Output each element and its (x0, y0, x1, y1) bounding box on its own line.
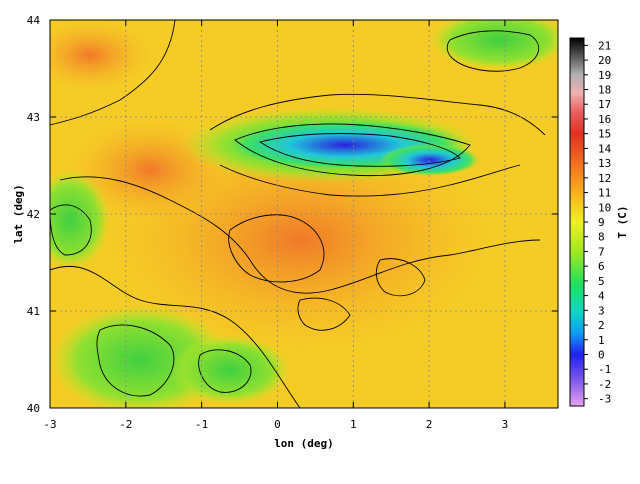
colorbar-tick-label: 1 (598, 334, 605, 347)
cool-west-edge (50, 170, 110, 270)
colorbar-tick-label: -1 (598, 363, 611, 376)
warm-north-west (50, 20, 150, 90)
colorbar-tick-label: 12 (598, 172, 611, 185)
colorbar-tick-label: 21 (598, 39, 611, 52)
contour-line (50, 265, 301, 408)
y-tick-label: 43 (27, 111, 40, 124)
x-tick-label: 3 (502, 418, 509, 431)
colorbar-tick-label: 0 (598, 348, 605, 361)
isotherm-contours (50, 20, 546, 408)
colorbar-tick-label: -2 (598, 378, 611, 391)
temperature-field (50, 20, 558, 408)
x-tick-label: -1 (195, 418, 208, 431)
contour-line (59, 176, 541, 294)
colorbar-tick-label: 5 (598, 275, 605, 288)
x-tick-label: 2 (426, 418, 433, 431)
colorbar-tick-label: 7 (598, 245, 605, 258)
colorbar-tick-label: 19 (598, 69, 611, 82)
x-tick-label: -3 (43, 418, 56, 431)
x-axis-label: lon (deg) (274, 437, 334, 450)
cold-pyrenees-east (380, 144, 480, 176)
contour-line (198, 349, 252, 393)
colorbar-tick-label: 11 (598, 187, 611, 200)
contour-line (50, 20, 176, 126)
contour-line (50, 204, 92, 256)
colorbar-tick-label: 3 (598, 304, 605, 317)
contour-line (258, 133, 461, 167)
colorbar-tick-label: 8 (598, 231, 605, 244)
y-tick-label: 44 (27, 14, 41, 27)
x-tick-label: -2 (119, 418, 132, 431)
colorbar-tick-label: 20 (598, 54, 611, 67)
y-tick-label: 42 (27, 208, 40, 221)
x-axis-ticks: -3 -2 -1 0 1 2 3 (43, 20, 508, 431)
colorbar: 2120191817161514131211109876543210-1-2-3… (569, 37, 629, 407)
y-tick-label: 40 (27, 402, 40, 415)
y-axis-label: lat (deg) (12, 184, 25, 244)
colorbar-tick-label: 17 (598, 98, 611, 111)
contour-line (219, 164, 521, 197)
contour-line (228, 214, 325, 283)
colorbar-tick-label: -3 (598, 393, 611, 406)
contour-line (96, 324, 175, 397)
contour-line (375, 258, 426, 297)
colorbar-tick-label: 4 (598, 290, 605, 303)
cool-north-east (430, 20, 558, 70)
y-tick-label: 41 (27, 305, 40, 318)
contour-line (209, 93, 546, 136)
colorbar-gradient (569, 37, 585, 407)
colorbar-label: T (C) (616, 205, 629, 238)
colorbar-tick-label: 13 (598, 157, 611, 170)
colorbar-tick-label: 16 (598, 113, 611, 126)
colorbar-tick-label: 14 (598, 142, 612, 155)
colorbar-tick-label: 6 (598, 260, 605, 273)
contour-line (234, 123, 471, 177)
colorbar-tick-label: 2 (598, 319, 605, 332)
contour-line (297, 297, 351, 331)
colorbar-tick-label: 9 (598, 216, 605, 229)
y-axis-ticks: 40 41 42 43 44 (27, 14, 558, 415)
contour-line (446, 30, 540, 72)
cool-south-center (170, 335, 290, 405)
colorbar-tick-label: 10 (598, 201, 611, 214)
x-tick-label: 0 (274, 418, 281, 431)
colorbar-tick-label: 18 (598, 84, 611, 97)
x-tick-label: 1 (350, 418, 357, 431)
colorbar-tick-label: 15 (598, 128, 611, 141)
